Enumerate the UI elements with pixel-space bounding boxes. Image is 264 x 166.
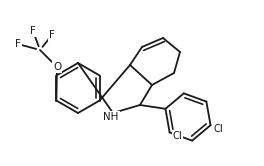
Text: F: F <box>15 39 21 49</box>
Text: F: F <box>30 26 36 36</box>
Text: Cl: Cl <box>173 131 182 141</box>
Text: F: F <box>49 30 55 40</box>
Text: O: O <box>53 62 61 72</box>
Text: NH: NH <box>103 112 119 122</box>
Text: Cl: Cl <box>214 124 223 134</box>
